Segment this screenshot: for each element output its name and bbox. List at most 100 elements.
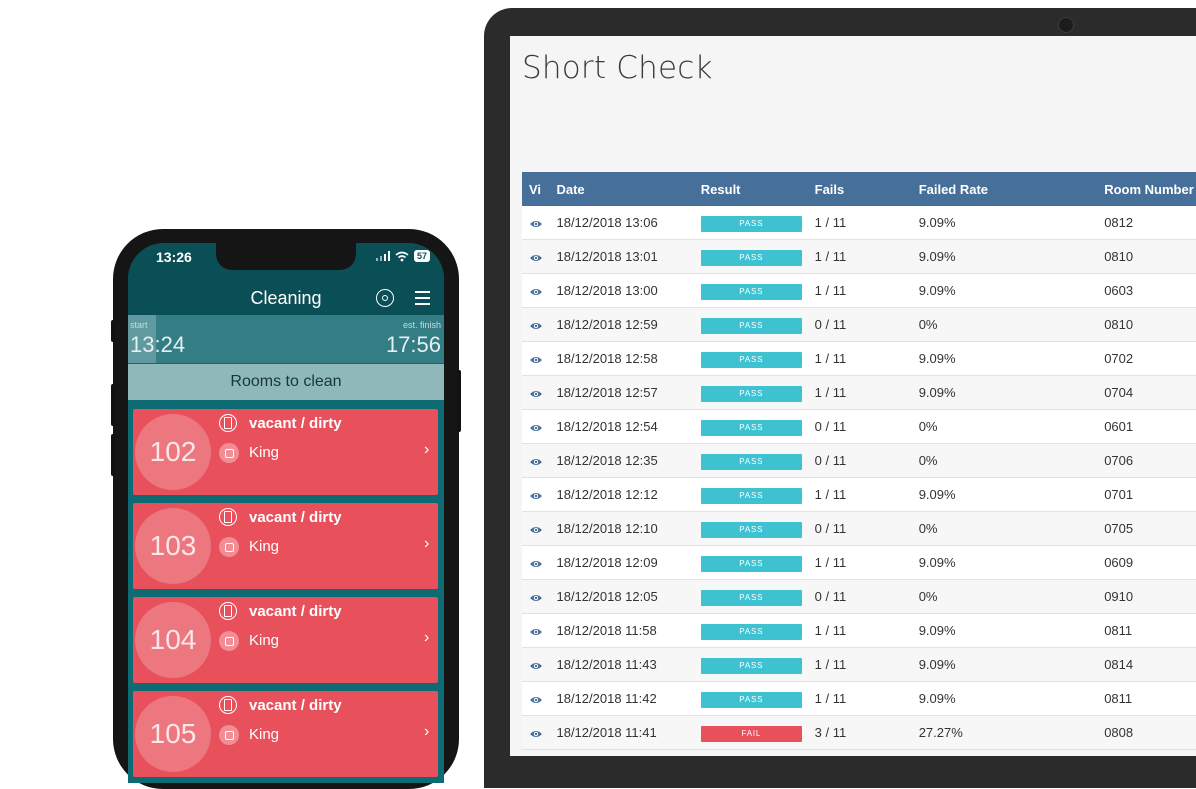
view-cell[interactable]: [522, 589, 556, 604]
table-row[interactable]: 18/12/2018 13:06 PASS 1 / 11 9.09% 0812: [522, 206, 1196, 240]
eye-icon[interactable]: [529, 457, 543, 467]
eye-icon[interactable]: [529, 627, 543, 637]
date-cell: 18/12/2018 13:00: [556, 283, 658, 298]
table-row[interactable]: 18/12/2018 11:58 PASS 1 / 11 9.09% 0811: [522, 614, 1196, 648]
eye-icon[interactable]: [529, 389, 543, 399]
col-header-failed-rate[interactable]: Failed Rate: [918, 181, 989, 197]
view-cell[interactable]: [522, 249, 556, 264]
signal-icon: [375, 251, 390, 261]
failed-rate-cell: 9.09%: [918, 691, 956, 706]
result-badge: PASS: [700, 351, 802, 368]
finish-label: est. finish: [402, 320, 441, 330]
table-row[interactable]: 18/12/2018 13:01 PASS 1 / 11 9.09% 0810: [522, 240, 1196, 274]
view-cell[interactable]: [522, 419, 556, 434]
phone-power-button: [457, 370, 461, 432]
table-row[interactable]: 18/12/2018 13:00 PASS 1 / 11 9.09% 0603: [522, 274, 1196, 308]
eye-icon[interactable]: [529, 423, 543, 433]
view-cell[interactable]: [522, 487, 556, 502]
eye-icon[interactable]: [529, 355, 543, 365]
phone-volume-up: [111, 384, 115, 426]
date-cell: 18/12/2018 12:58: [556, 351, 658, 366]
finish-time: 17:56: [385, 332, 441, 357]
result-badge: PASS: [700, 555, 802, 572]
eye-icon[interactable]: [529, 491, 543, 501]
col-header-fails[interactable]: Fails: [814, 181, 845, 197]
fails-cell: 0 / 11: [814, 317, 847, 332]
fails-cell: 0 / 11: [814, 589, 847, 604]
table-row[interactable]: 18/12/2018 12:35 PASS 0 / 11 0% 0706: [522, 444, 1196, 478]
view-cell[interactable]: [522, 385, 556, 400]
table-row[interactable]: 18/12/2018 12:10 PASS 0 / 11 0% 0705: [522, 512, 1196, 546]
table-row[interactable]: 18/12/2018 11:42 PASS 1 / 11 9.09% 0811: [522, 682, 1196, 716]
failed-rate-cell: 9.09%: [918, 283, 956, 298]
eye-icon[interactable]: [529, 559, 543, 569]
room-number-cell: 0808: [1104, 725, 1134, 740]
eye-icon[interactable]: [529, 219, 543, 229]
eye-icon[interactable]: [529, 661, 543, 671]
eye-icon[interactable]: [529, 525, 543, 535]
view-cell[interactable]: [522, 555, 556, 570]
room-card[interactable]: 102 vacant / dirty King ›: [133, 409, 438, 495]
table-row[interactable]: 18/12/2018 12:54 PASS 0 / 11 0% 0601: [522, 410, 1196, 444]
laptop-screen: Short Check Vi Date Result Fails Failed …: [510, 36, 1196, 756]
fails-cell: 0 / 11: [814, 453, 847, 468]
view-cell[interactable]: [522, 657, 556, 672]
result-cell: PASS: [700, 622, 815, 640]
result-badge: PASS: [700, 487, 802, 504]
view-cell[interactable]: [522, 691, 556, 706]
table-row[interactable]: 18/12/2018 12:57 PASS 1 / 11 9.09% 0704: [522, 376, 1196, 410]
eye-icon[interactable]: [529, 253, 543, 263]
view-cell[interactable]: [522, 351, 556, 366]
failed-rate-cell: 0%: [918, 453, 938, 468]
view-cell[interactable]: [522, 215, 556, 230]
col-header-result[interactable]: Result: [700, 181, 741, 197]
fails-cell: 1 / 11: [814, 385, 847, 400]
table-row[interactable]: 18/12/2018 12:59 PASS 0 / 11 0% 0810: [522, 308, 1196, 342]
table-row[interactable]: 18/12/2018 11:43 PASS 1 / 11 9.09% 0814: [522, 648, 1196, 682]
menu-icon[interactable]: [415, 291, 430, 305]
result-badge: PASS: [700, 623, 802, 640]
table-row[interactable]: 18/12/2018 12:58 PASS 1 / 11 9.09% 0702: [522, 342, 1196, 376]
table-row[interactable]: 18/12/2018 11:41 FAIL 3 / 11 27.27% 0808: [522, 716, 1196, 750]
failed-rate-cell: 27.27%: [918, 725, 963, 740]
view-cell[interactable]: [522, 623, 556, 638]
search-icon[interactable]: [376, 289, 394, 307]
phone-notch: [216, 243, 356, 270]
view-cell[interactable]: [522, 453, 556, 468]
room-card[interactable]: 103 vacant / dirty King ›: [133, 503, 438, 589]
date-cell: 18/12/2018 12:35: [556, 453, 658, 468]
room-status: vacant / dirty: [249, 697, 342, 714]
view-cell[interactable]: [522, 521, 556, 536]
col-header-vi[interactable]: Vi: [529, 181, 542, 197]
room-card[interactable]: 105 vacant / dirty King ›: [133, 691, 438, 777]
eye-icon[interactable]: [529, 321, 543, 331]
eye-icon[interactable]: [529, 593, 543, 603]
eye-icon[interactable]: [529, 695, 543, 705]
col-header-room-number[interactable]: Room Number: [1104, 181, 1194, 197]
result-badge: PASS: [700, 249, 802, 266]
room-card[interactable]: 104 vacant / dirty King ›: [133, 597, 438, 683]
eye-icon[interactable]: [529, 287, 543, 297]
view-cell[interactable]: [522, 283, 556, 298]
table-row[interactable]: 18/12/2018 12:09 PASS 1 / 11 9.09% 0609: [522, 546, 1196, 580]
view-cell[interactable]: [522, 725, 556, 740]
result-cell: PASS: [700, 452, 815, 470]
view-cell[interactable]: [522, 317, 556, 332]
col-header-date[interactable]: Date: [556, 181, 585, 197]
table-header: Vi Date Result Fails Failed Rate Room Nu…: [522, 172, 1196, 206]
table-row[interactable]: 18/12/2018 12:05 PASS 0 / 11 0% 0910: [522, 580, 1196, 614]
result-badge: PASS: [700, 419, 802, 436]
result-cell: PASS: [700, 554, 815, 572]
room-number: 104: [135, 602, 211, 678]
result-badge: PASS: [700, 317, 802, 334]
fails-cell: 1 / 11: [814, 691, 847, 706]
failed-rate-cell: 9.09%: [918, 249, 956, 264]
room-status: vacant / dirty: [249, 603, 342, 620]
failed-rate-cell: 9.09%: [918, 487, 956, 502]
room-number-cell: 0812: [1104, 215, 1134, 230]
eye-icon[interactable]: [529, 729, 543, 739]
fails-cell: 1 / 11: [814, 249, 847, 264]
failed-rate-cell: 9.09%: [918, 385, 956, 400]
room-status: vacant / dirty: [249, 509, 342, 526]
table-row[interactable]: 18/12/2018 12:12 PASS 1 / 11 9.09% 0701: [522, 478, 1196, 512]
